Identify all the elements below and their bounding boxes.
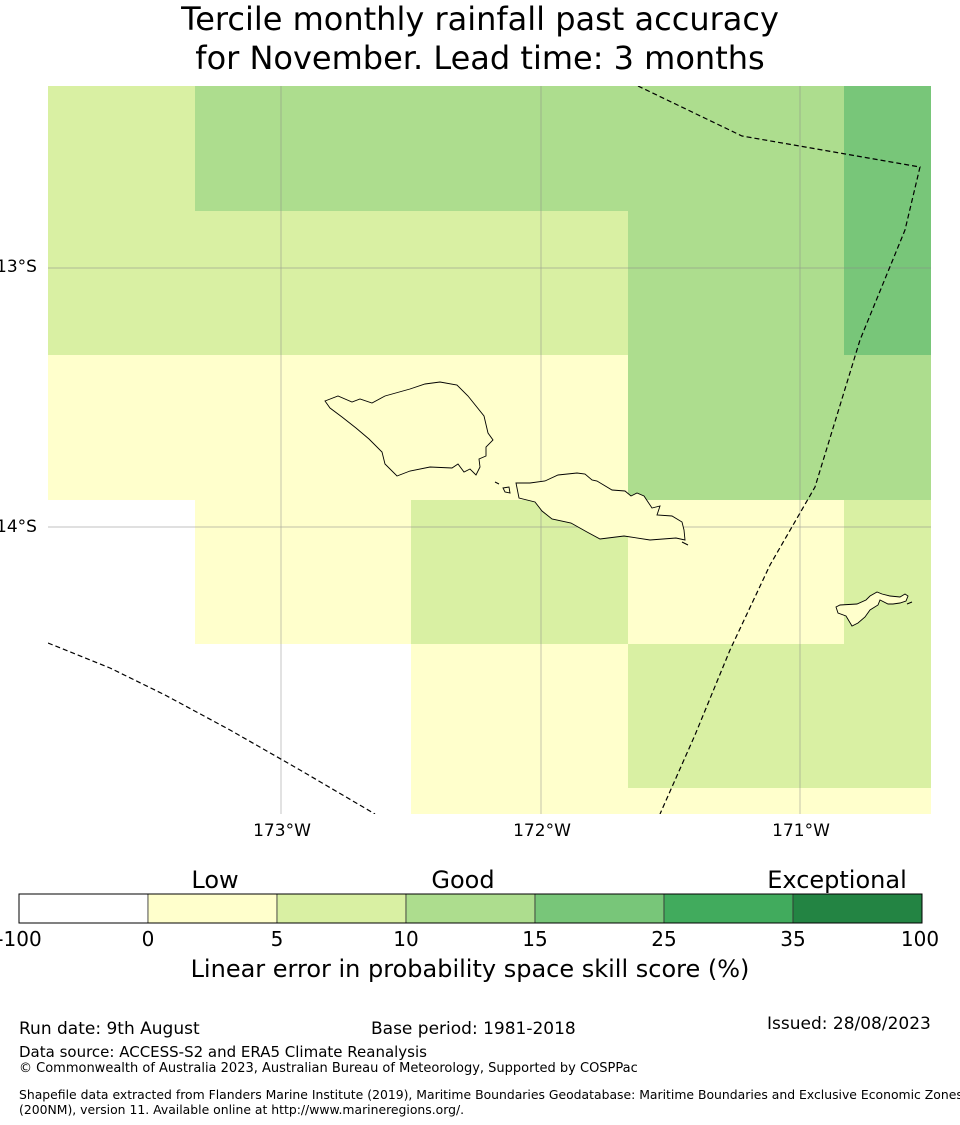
lon-label-173w: 173°W	[253, 821, 311, 841]
title-line-1: Tercile monthly rainfall past accuracy	[181, 0, 779, 38]
eez-boundaries	[48, 86, 921, 814]
colorbar-swatch	[276, 893, 407, 924]
gridlines	[48, 86, 931, 814]
category-low: Low	[191, 866, 239, 894]
lat-label-14s: 14°S	[0, 517, 37, 537]
grid-cell	[195, 500, 411, 644]
savaii-island	[324, 381, 494, 477]
colorbar-border	[18, 893, 923, 924]
grid-cell	[844, 355, 931, 500]
grid-cell	[844, 86, 931, 355]
skill-grid	[48, 86, 931, 814]
chart-title: Tercile monthly rainfall past accuracy f…	[0, 0, 960, 78]
cbar-tick: 25	[651, 927, 677, 951]
grid-cell	[628, 211, 844, 500]
islet-marks	[494, 481, 913, 605]
lon-label-171w: 171°W	[772, 821, 830, 841]
colorbar-swatch	[405, 893, 536, 924]
run-date: Run date: 9th August	[19, 1019, 200, 1039]
cbar-tick: -100	[0, 927, 42, 951]
colorbar-swatch	[18, 893, 149, 924]
islands	[324, 381, 909, 627]
grid-cell	[628, 86, 844, 211]
category-exceptional: Exceptional	[767, 866, 907, 894]
copyright: © Commonwealth of Australia 2023, Austra…	[19, 1061, 638, 1076]
category-good: Good	[431, 866, 495, 894]
grid-cell	[48, 211, 628, 355]
colorbar-swatch	[792, 893, 923, 924]
lon-label-172w: 172°W	[513, 821, 571, 841]
base-period: Base period: 1981-2018	[371, 1019, 576, 1039]
grid-cell	[411, 644, 628, 814]
colorbar-swatch	[534, 893, 665, 924]
grid-cell	[48, 355, 628, 500]
colorbar-swatch	[147, 893, 278, 924]
cbar-tick: 100	[900, 927, 940, 951]
colorbar	[18, 893, 923, 924]
cbar-tick: 15	[522, 927, 548, 951]
upolu-island	[515, 472, 686, 541]
issued-date: Issued: 28/08/2023	[767, 1014, 931, 1034]
manono-islet	[502, 486, 511, 494]
colorbar-swatch	[663, 893, 794, 924]
tutuila-island	[835, 591, 909, 627]
grid-cell	[48, 86, 195, 211]
title-line-2: for November. Lead time: 3 months	[195, 39, 765, 77]
cbar-tick: 35	[780, 927, 806, 951]
cbar-tick: 0	[141, 927, 155, 951]
colorbar-label: Linear error in probability space skill …	[190, 955, 750, 983]
cbar-tick: 5	[270, 927, 284, 951]
grid-cell	[195, 86, 628, 211]
shapefile-note-line-2: (200NM), version 11. Available online at…	[19, 1102, 465, 1117]
data-source: Data source: ACCESS-S2 and ERA5 Climate …	[19, 1043, 427, 1061]
cbar-tick: 10	[393, 927, 419, 951]
grid-cell	[628, 644, 931, 788]
shapefile-note-line-1: Shapefile data extracted from Flanders M…	[19, 1087, 960, 1102]
grid-cell	[628, 788, 931, 814]
lat-label-13s: 13°S	[0, 257, 37, 277]
